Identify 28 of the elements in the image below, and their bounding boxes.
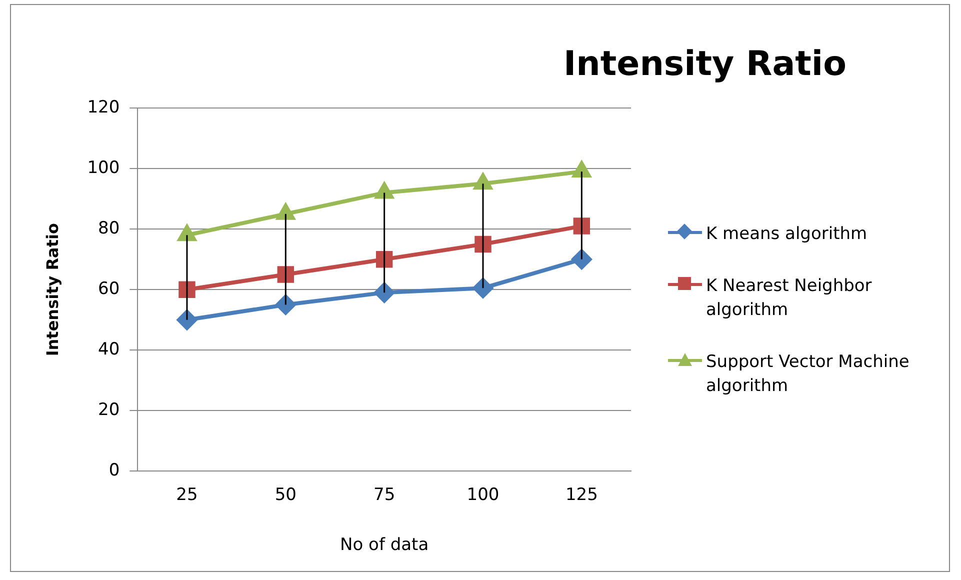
y-tick-label: 100 [87, 158, 120, 178]
y-tick-label: 120 [87, 97, 120, 118]
point [276, 204, 295, 220]
y-tick-label: 60 [98, 279, 120, 300]
point [472, 278, 493, 298]
legend-label: K Nearest Neighbor algorithm [706, 275, 873, 322]
x-axis-title: No of data [340, 535, 429, 556]
x-tick-label: 50 [274, 484, 296, 505]
y-tick-label: 20 [98, 400, 120, 420]
y-axis-title: Intensity Ratio [42, 223, 62, 356]
point [572, 162, 591, 178]
point [276, 294, 296, 315]
point [176, 310, 197, 330]
point [474, 174, 492, 190]
point [572, 249, 592, 270]
y-tick-label: 0 [108, 460, 120, 481]
legend-label: K means algorithm [706, 223, 868, 246]
x-tick-label: 125 [565, 484, 598, 505]
point [374, 282, 394, 303]
x-tick-label: 75 [374, 484, 396, 505]
text: Intensity Ratio [562, 44, 848, 84]
x-tick-label: 25 [176, 484, 198, 505]
x-tick-label: 100 [466, 484, 500, 505]
point [375, 182, 394, 199]
y-tick-label: 40 [98, 340, 120, 360]
y-tick-label: 80 [98, 218, 120, 238]
legend-label: Support Vector Machine algorithm [706, 351, 910, 398]
point [178, 225, 196, 242]
